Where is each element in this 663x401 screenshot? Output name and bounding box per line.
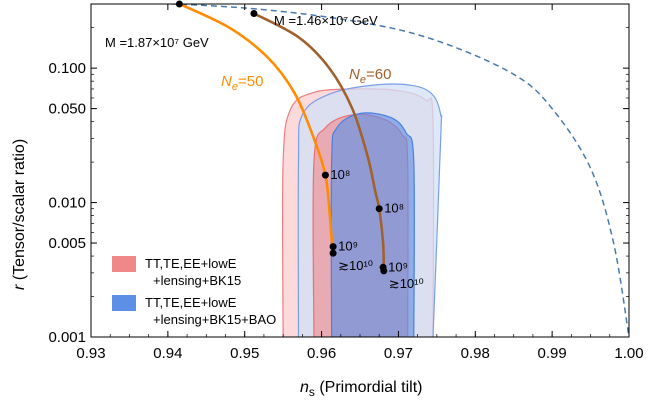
series-label-ne60: Ne=60 xyxy=(349,66,391,86)
x-tick-label: 0.95 xyxy=(230,345,259,362)
series-line-ne50 xyxy=(178,4,335,254)
y-axis-ticks: 0.001 0.005 0.010 0.050 0.100 xyxy=(48,27,629,346)
marker-label: ≳10¹⁰ xyxy=(338,258,373,273)
x-tick-label: 0.98 xyxy=(461,345,490,362)
marker-point xyxy=(329,249,337,257)
legend-label-pink-1: TT,TE,EE+lowE xyxy=(145,256,237,271)
marker-point xyxy=(321,171,329,179)
marker-point xyxy=(329,243,337,251)
marker-label: 10⁸ xyxy=(330,167,350,182)
x-axis-ticks: 0.93 0.94 0.95 0.96 0.97 0.98 0.99 1.00 xyxy=(76,4,644,362)
annotation-m60: M =1.46×10⁷ GeV xyxy=(274,13,378,28)
marker-label: 10⁹ xyxy=(388,259,408,274)
y-tick-label: 0.010 xyxy=(48,195,86,212)
marker-point xyxy=(375,205,383,213)
marker-label: 10⁸ xyxy=(384,201,404,216)
marker-point xyxy=(250,10,258,17)
y-tick-label: 0.001 xyxy=(48,329,86,346)
legend-label-blue-1: TT,TE,EE+lowE xyxy=(145,295,237,310)
y-axis-label: r (Tensor/scalar ratio) xyxy=(11,139,28,290)
series-line-ne60 xyxy=(253,12,386,271)
series-lines xyxy=(178,4,386,271)
x-tick-label: 0.94 xyxy=(153,345,182,362)
legend-label-blue-2: +lensing+BK15+BAO xyxy=(153,312,276,327)
y-tick-label: 0.100 xyxy=(48,60,86,77)
marker-point xyxy=(380,267,388,275)
y-tick-label: 0.050 xyxy=(48,101,86,118)
x-tick-label: 0.99 xyxy=(538,345,567,362)
legend-swatch-blue xyxy=(112,295,136,311)
x-axis-label: ns (Primordial tilt) xyxy=(300,379,422,399)
annotation-m50: M =1.87×10⁷ GeV xyxy=(105,35,209,50)
markers: 10⁸ 10⁸ 10⁹ ≳10¹⁰ 10⁹ ≳10¹⁰ xyxy=(175,0,424,291)
x-tick-label: 0.93 xyxy=(76,345,105,362)
x-tick-label: 0.97 xyxy=(384,345,413,362)
contour-regions xyxy=(281,83,443,337)
legend-swatch-pink xyxy=(112,256,136,272)
series-label-ne50: Ne=50 xyxy=(221,73,263,93)
legend: TT,TE,EE+lowE +lensing+BK15 TT,TE,EE+low… xyxy=(112,256,276,327)
x-tick-label: 1.00 xyxy=(614,345,643,362)
contour-blue-inner xyxy=(330,112,415,337)
legend-label-pink-2: +lensing+BK15 xyxy=(153,273,241,288)
x-tick-label: 0.96 xyxy=(307,345,336,362)
y-tick-label: 0.005 xyxy=(48,235,86,252)
marker-label: ≳10¹⁰ xyxy=(389,276,424,291)
marker-label: 10⁹ xyxy=(338,239,358,254)
